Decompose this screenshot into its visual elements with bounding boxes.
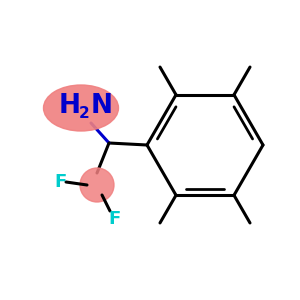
Circle shape <box>80 168 114 202</box>
Text: H: H <box>59 93 81 119</box>
Text: F: F <box>109 210 121 228</box>
Text: 2: 2 <box>79 106 90 121</box>
Ellipse shape <box>44 85 118 131</box>
Text: N: N <box>91 93 113 119</box>
Text: F: F <box>55 173 67 191</box>
